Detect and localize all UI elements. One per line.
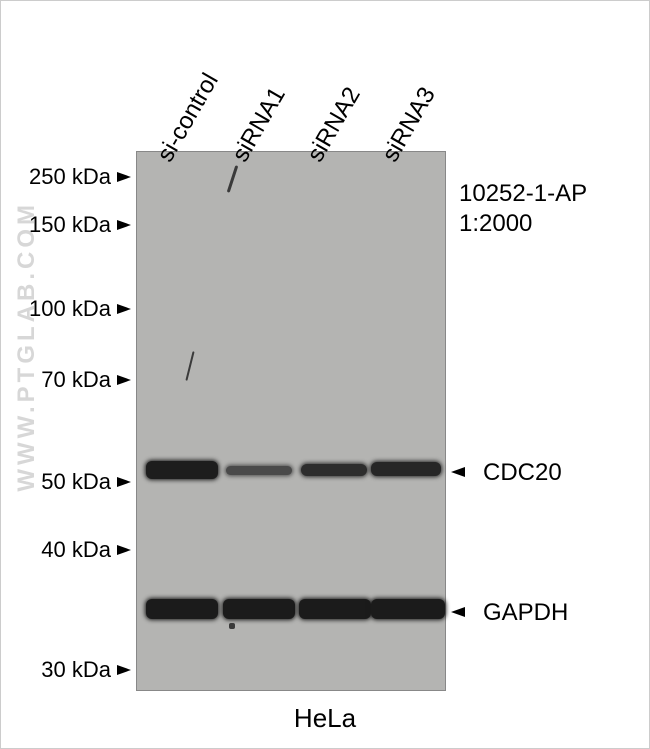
mw-label: 250 kDa [29, 164, 111, 190]
watermark: WWW.PTGLAB.COM [13, 201, 41, 492]
band-label: CDC20 [483, 459, 562, 487]
mw-label: 40 kDa [41, 537, 111, 563]
band-arrow-icon [451, 467, 465, 477]
gapdh-band [146, 599, 218, 619]
mw-label: 30 kDa [41, 657, 111, 683]
antibody-dilution: 1:2000 [459, 209, 587, 239]
band-arrow-icon [451, 607, 465, 617]
mw-label: 100 kDa [29, 296, 111, 322]
mw-label: 70 kDa [41, 367, 111, 393]
gapdh-band [223, 599, 295, 619]
figure-container: WWW.PTGLAB.COM si-controlsiRNA1siRNA2siR… [1, 1, 649, 748]
mw-arrow-icon [117, 477, 131, 487]
cdc20-band [226, 466, 292, 475]
cdc20-band [371, 462, 441, 476]
cell-line-label: HeLa [1, 703, 649, 734]
mw-arrow-icon [117, 375, 131, 385]
mw-arrow-icon [117, 304, 131, 314]
band-label: GAPDH [483, 599, 568, 627]
cdc20-band [146, 461, 218, 479]
mw-label: 150 kDa [29, 212, 111, 238]
gapdh-band [299, 599, 371, 619]
membrane-artifact [229, 623, 235, 629]
gapdh-band [371, 599, 445, 619]
mw-arrow-icon [117, 545, 131, 555]
mw-label: 50 kDa [41, 469, 111, 495]
cdc20-band [301, 464, 367, 476]
mw-arrow-icon [117, 665, 131, 675]
mw-arrow-icon [117, 172, 131, 182]
antibody-id: 10252-1-AP [459, 179, 587, 209]
mw-arrow-icon [117, 220, 131, 230]
antibody-info: 10252-1-AP 1:2000 [459, 179, 587, 239]
